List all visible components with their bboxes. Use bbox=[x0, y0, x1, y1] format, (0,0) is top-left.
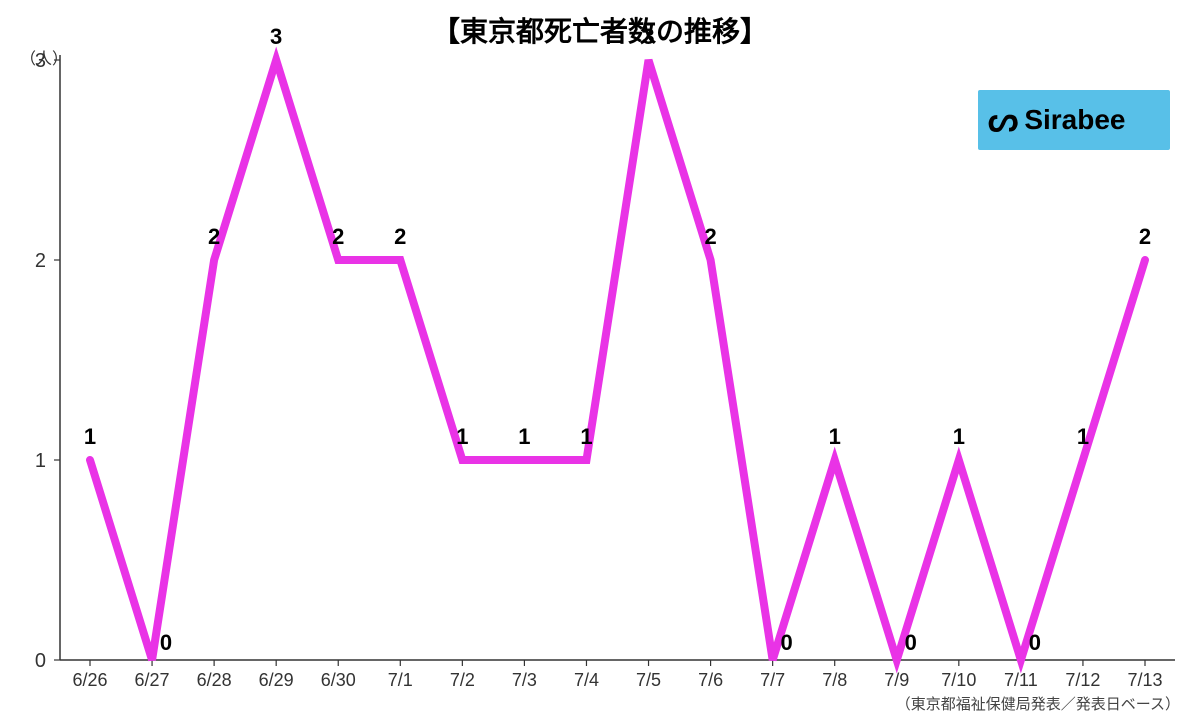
x-tick-label: 7/7 bbox=[760, 670, 785, 690]
data-point-label: 1 bbox=[580, 424, 592, 449]
data-point-label: 2 bbox=[704, 224, 716, 249]
x-tick-label: 7/8 bbox=[822, 670, 847, 690]
x-tick-label: 7/1 bbox=[388, 670, 413, 690]
x-tick-label: 6/30 bbox=[321, 670, 356, 690]
x-tick-label: 6/26 bbox=[72, 670, 107, 690]
data-point-label: 2 bbox=[1139, 224, 1151, 249]
x-tick-label: 6/29 bbox=[259, 670, 294, 690]
data-point-label: 1 bbox=[829, 424, 841, 449]
data-point-label: 2 bbox=[332, 224, 344, 249]
x-tick-label: 7/5 bbox=[636, 670, 661, 690]
y-tick-label: 0 bbox=[35, 650, 46, 672]
y-tick-label: 1 bbox=[35, 450, 46, 472]
data-point-label: 2 bbox=[394, 224, 406, 249]
y-axis-unit-label: （人） bbox=[20, 45, 68, 69]
logo-text: Sirabee bbox=[1024, 104, 1125, 136]
data-point-label: 1 bbox=[1077, 424, 1089, 449]
x-tick-label: 7/6 bbox=[698, 670, 723, 690]
x-tick-label: 6/28 bbox=[197, 670, 232, 690]
data-point-label: 1 bbox=[84, 424, 96, 449]
data-point-label: 1 bbox=[456, 424, 468, 449]
x-tick-label: 7/12 bbox=[1065, 670, 1100, 690]
y-tick-label: 2 bbox=[35, 250, 46, 272]
x-tick-label: 7/3 bbox=[512, 670, 537, 690]
data-point-label: 1 bbox=[953, 424, 965, 449]
data-point-label: 1 bbox=[518, 424, 530, 449]
chart-title: 【東京都死亡者数の推移】 bbox=[0, 10, 1200, 50]
sirabee-logo: ᔕ Sirabee bbox=[978, 90, 1170, 150]
x-tick-label: 6/27 bbox=[135, 670, 170, 690]
x-tick-label: 7/4 bbox=[574, 670, 599, 690]
data-point-label: 0 bbox=[1029, 630, 1041, 655]
chart-container: 【東京都死亡者数の推移】 （人） 01236/266/276/286/296/3… bbox=[0, 0, 1200, 720]
x-tick-label: 7/10 bbox=[941, 670, 976, 690]
data-point-label: 0 bbox=[160, 630, 172, 655]
chart-footnote: （東京都福祉保健局発表／発表日ベース） bbox=[896, 693, 1180, 714]
logo-mark-icon: ᔕ bbox=[988, 103, 1018, 137]
data-point-label: 0 bbox=[905, 630, 917, 655]
x-tick-label: 7/13 bbox=[1127, 670, 1162, 690]
data-line bbox=[90, 60, 1145, 660]
x-tick-label: 7/2 bbox=[450, 670, 475, 690]
data-point-label: 2 bbox=[208, 224, 220, 249]
data-point-label: 0 bbox=[781, 630, 793, 655]
